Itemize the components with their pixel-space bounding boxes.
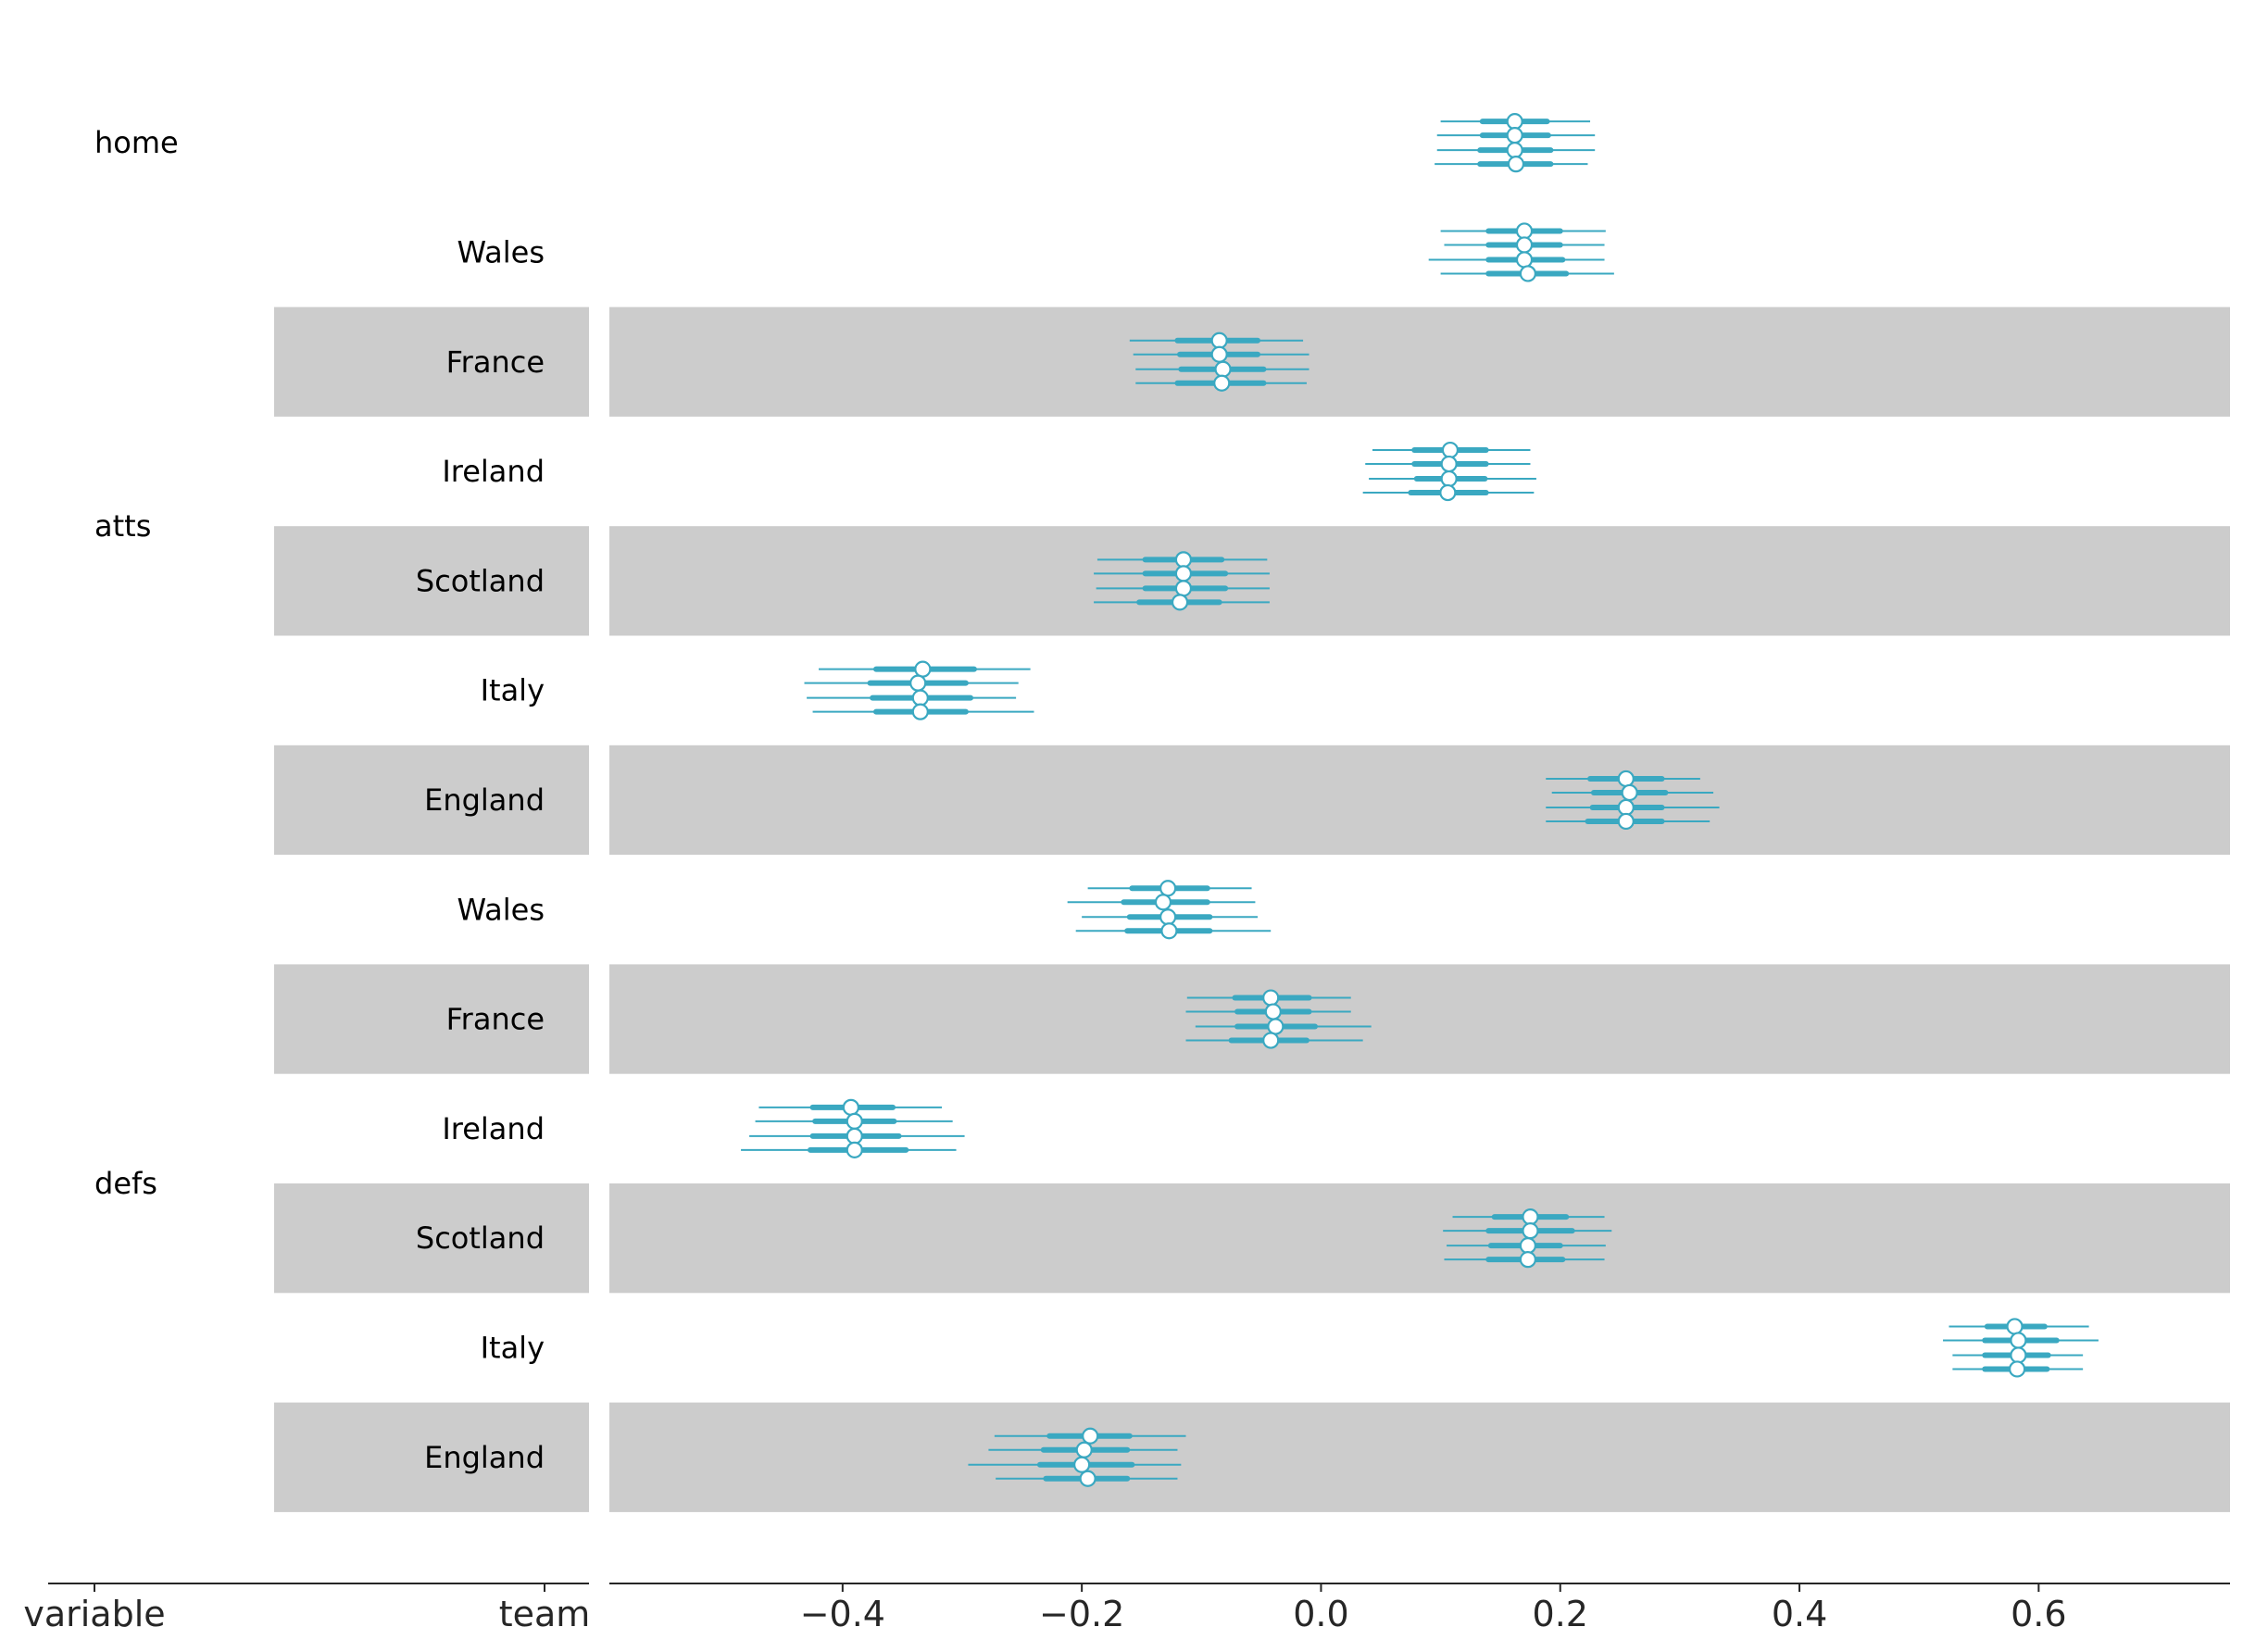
row-band — [609, 745, 2230, 856]
x-tick-label: 0.0 — [1293, 1594, 1348, 1634]
x-tick-label: 0.2 — [1533, 1594, 1588, 1634]
mean-point — [2009, 1360, 2026, 1378]
mean-point — [1522, 1222, 1539, 1240]
mean-point — [1519, 265, 1536, 282]
team-label: England — [424, 1440, 545, 1475]
mean-point — [1262, 989, 1280, 1007]
mean-point — [1210, 332, 1228, 349]
mean-point — [1440, 469, 1458, 488]
mean-point — [1073, 1456, 1091, 1473]
mean-point — [1154, 894, 1172, 911]
row-band — [609, 1183, 2230, 1294]
mean-point — [846, 1112, 863, 1130]
team-label: Italy — [481, 1330, 545, 1365]
team-label: France — [446, 1002, 545, 1037]
mean-point — [1160, 922, 1178, 940]
mean-point — [1075, 1441, 1093, 1458]
mean-point — [1264, 1003, 1282, 1020]
mean-point — [1621, 783, 1638, 802]
mean-point — [1519, 1251, 1536, 1269]
mean-point — [909, 674, 927, 692]
credible-intervals — [741, 113, 2099, 1487]
team-label: Scotland — [416, 1220, 545, 1256]
mean-point — [911, 703, 929, 720]
mean-point — [1506, 127, 1523, 144]
mean-point — [1171, 594, 1189, 611]
team-label: Ireland — [442, 454, 545, 489]
x-tick-label: −0.4 — [800, 1594, 885, 1634]
mean-point — [1522, 1208, 1539, 1226]
team-band — [274, 1183, 589, 1294]
row-band — [609, 307, 2230, 417]
variable-label: home — [94, 125, 179, 160]
row-band — [609, 1402, 2230, 1512]
mean-point — [1515, 222, 1534, 240]
mean-point — [846, 1141, 863, 1158]
variable-label: atts — [94, 508, 151, 544]
team-label: England — [424, 782, 545, 818]
mean-point — [1515, 236, 1534, 254]
team-label: Italy — [481, 673, 545, 708]
mean-point — [1440, 455, 1458, 473]
team-label: France — [446, 344, 545, 380]
mean-point — [2006, 1318, 2024, 1335]
team-band — [274, 964, 589, 1074]
mean-point — [1439, 483, 1457, 502]
mean-point — [2010, 1346, 2027, 1364]
x-tick-label: −0.2 — [1039, 1594, 1124, 1634]
team-label: Wales — [457, 234, 545, 269]
team-label: Scotland — [416, 563, 545, 598]
row-band — [609, 526, 2230, 636]
mean-point — [1174, 551, 1193, 569]
mean-point — [1079, 1470, 1096, 1487]
mean-point — [842, 1098, 859, 1116]
team-band — [274, 526, 589, 636]
mean-point — [1174, 580, 1193, 597]
x-tick-label: 0.4 — [1772, 1594, 1827, 1634]
mean-point — [1507, 156, 1525, 173]
mean-point — [1213, 374, 1231, 392]
mean-point — [846, 1127, 863, 1145]
mean-point — [1174, 565, 1193, 582]
team-band — [274, 307, 589, 417]
row-bands — [274, 307, 2230, 1512]
row-labels: home Wales France Ireland atts Scotland Italy E… — [94, 125, 545, 1475]
mean-point — [1617, 770, 1635, 788]
mean-point — [1210, 345, 1228, 363]
mean-point — [1617, 798, 1635, 817]
column-label: team — [499, 1594, 591, 1634]
mean-point — [1519, 1237, 1536, 1255]
mean-point — [1082, 1427, 1099, 1445]
mean-point — [1441, 441, 1460, 459]
team-label: Ireland — [442, 1111, 545, 1146]
mean-point — [914, 660, 932, 678]
column-label: variable — [23, 1594, 165, 1634]
mean-point — [1159, 908, 1177, 926]
x-tick-label: 0.6 — [2011, 1594, 2066, 1634]
mean-point — [1262, 1032, 1280, 1049]
mean-point — [1506, 142, 1523, 159]
mean-point — [1214, 360, 1232, 378]
mean-point — [1506, 113, 1523, 131]
mean-point — [911, 689, 929, 707]
mean-point — [1617, 812, 1635, 831]
mean-point — [1159, 880, 1177, 897]
mean-point — [1515, 251, 1534, 269]
team-band — [274, 745, 589, 856]
mean-point — [2010, 1332, 2027, 1349]
team-band — [274, 1402, 589, 1512]
row-band — [609, 964, 2230, 1074]
variable-label: defs — [94, 1166, 157, 1201]
mean-point — [1267, 1018, 1284, 1035]
team-label: Wales — [457, 892, 545, 927]
axes: variable team −0.4 −0.2 0.0 0.2 0.4 0.6 — [23, 1583, 2230, 1634]
